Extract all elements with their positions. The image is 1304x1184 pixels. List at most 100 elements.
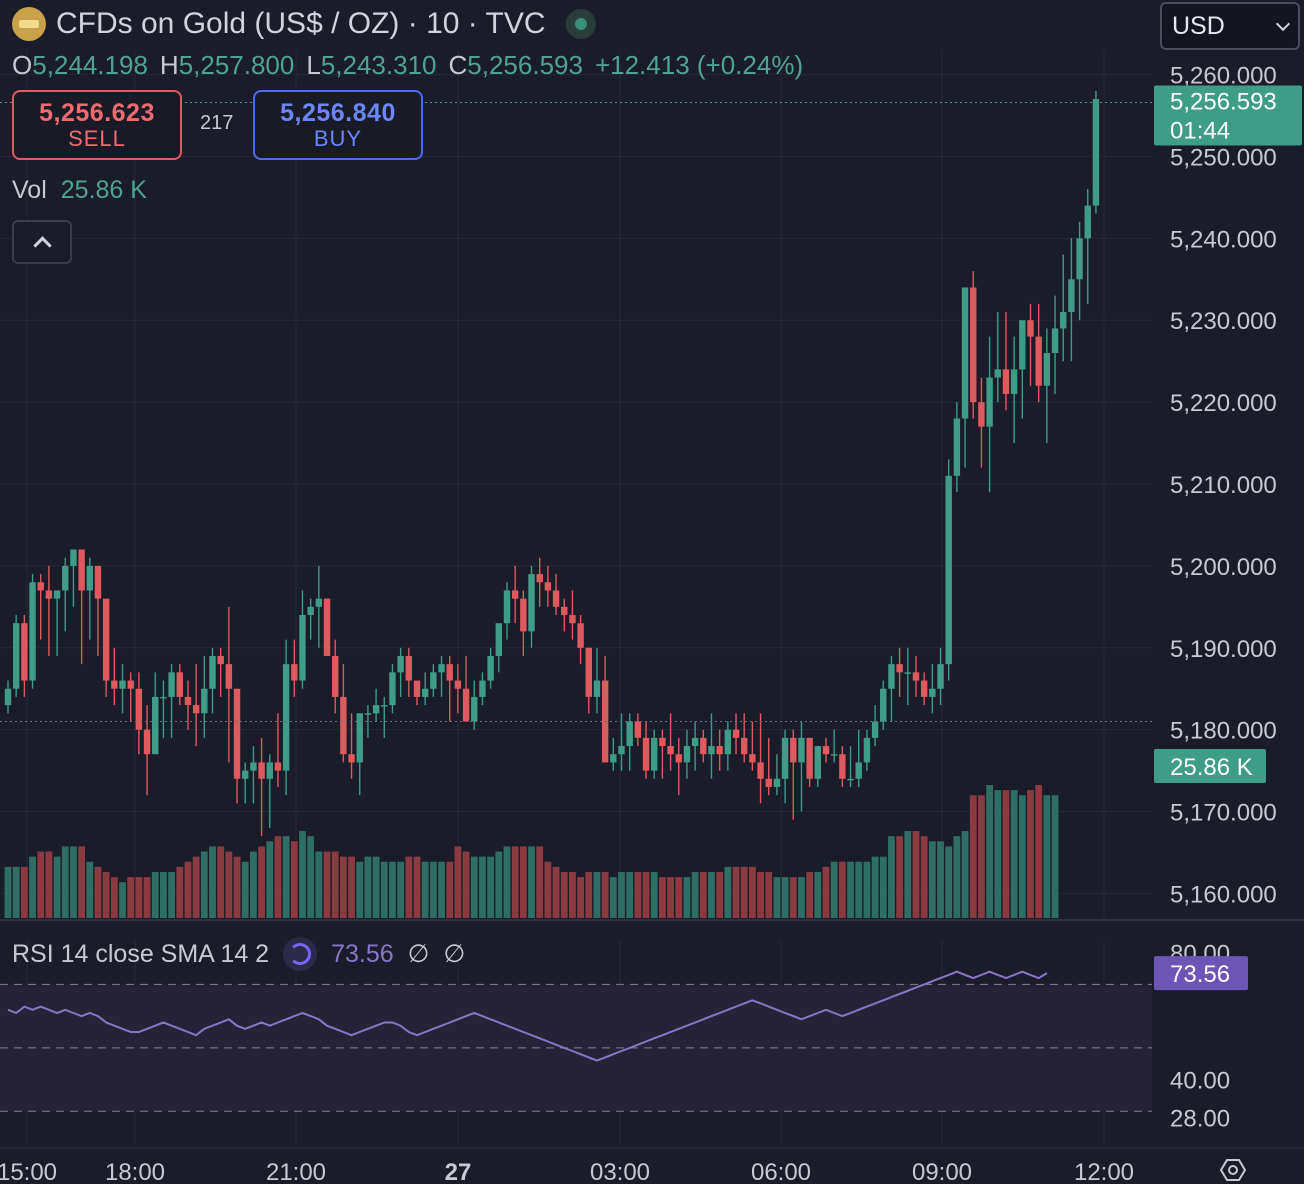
volume-bar: [781, 877, 789, 918]
candle-body: [855, 762, 862, 779]
candle-body: [520, 598, 527, 632]
candle-body: [994, 369, 1001, 378]
candle-body: [1035, 336, 1042, 386]
candle-body: [29, 582, 36, 681]
volume-bar: [667, 877, 674, 918]
market-status-icon[interactable]: [565, 9, 596, 39]
time-tick-label: 18:00: [105, 1159, 165, 1184]
candle-body: [315, 598, 323, 607]
volume-bar: [650, 871, 658, 918]
volume-bar: [634, 871, 642, 918]
candle-body: [217, 655, 224, 665]
last-price-label: 5,256.593: [1170, 88, 1277, 115]
volume-bar: [945, 846, 953, 918]
price-tick-label: 5,250.000: [1170, 144, 1277, 171]
candle-body: [12, 623, 20, 689]
volume-bar: [274, 836, 282, 918]
volume-bar: [110, 877, 118, 918]
candle-body: [356, 713, 363, 763]
candle-body: [634, 721, 642, 738]
candle-body: [1027, 320, 1034, 337]
volume-bar: [593, 871, 601, 918]
sell-label: SELL: [68, 125, 126, 151]
time-tick-label: 21:00: [266, 1159, 326, 1184]
volume-bar: [151, 871, 159, 918]
buy-button[interactable]: 5,256.840 BUY: [253, 90, 423, 160]
volume-bar: [503, 846, 511, 918]
volume-bar: [716, 871, 724, 918]
candle-body: [37, 582, 44, 591]
volume-bar: [37, 851, 45, 918]
volume-bar: [299, 831, 306, 918]
candle-body: [1068, 279, 1075, 313]
volume-bar: [585, 871, 593, 918]
candle-body: [961, 287, 969, 419]
volume-bar: [511, 846, 519, 918]
rsi-title[interactable]: RSI 14 close SMA 14 2: [12, 939, 270, 968]
candle-body: [421, 688, 429, 697]
volume-bar: [454, 846, 462, 918]
volume-bar: [536, 846, 544, 918]
collapse-legend-button[interactable]: [12, 220, 72, 264]
open-value: 5,244.198: [32, 50, 148, 80]
candle-body: [691, 737, 699, 747]
price-tick-label: 5,200.000: [1170, 554, 1277, 581]
candle-body: [741, 737, 748, 755]
candle-body: [790, 737, 797, 763]
sell-button[interactable]: 5,256.623 SELL: [12, 90, 182, 160]
rsi-band-value: ∅: [443, 940, 466, 968]
change-value: +12.413 (+0.24%): [594, 50, 804, 80]
candle-body: [45, 590, 53, 599]
volume-bar: [986, 785, 993, 918]
chart-header: CFDs on Gold (US$ / OZ) · 10 · TVC: [12, 4, 596, 44]
volume-bar: [577, 877, 584, 918]
candle-body: [127, 680, 134, 689]
volume-bar: [470, 856, 478, 918]
time-tick-label: 15:00: [0, 1159, 57, 1184]
candle-body: [86, 565, 93, 591]
rsi-legend: RSI 14 close SMA 14 2 73.56 ∅ ∅: [12, 936, 465, 972]
volume-bar: [904, 831, 912, 918]
volume-bar: [789, 877, 797, 918]
chevron-up-icon: [32, 235, 52, 255]
candle-body: [896, 664, 903, 673]
countdown-label: 01:44: [1170, 117, 1230, 144]
volume-bar: [618, 871, 625, 918]
volume-bar: [135, 877, 143, 918]
volume-bar: [896, 836, 904, 918]
price-tick-label: 5,220.000: [1170, 390, 1277, 417]
open-label: O: [12, 50, 33, 80]
volume-axis-box: [1154, 749, 1266, 783]
candle-body: [757, 762, 764, 779]
volume-bar: [233, 856, 241, 918]
time-tick-label: 03:00: [590, 1159, 650, 1184]
ohlc-legend: O5,244.198 H5,257.800 L5,243.310 C5,256.…: [12, 50, 803, 81]
candle-body: [528, 574, 535, 632]
candle-body: [225, 664, 233, 689]
volume-bar: [871, 856, 879, 918]
spread-value: 217: [200, 112, 234, 134]
candle-body: [569, 615, 576, 624]
sell-price: 5,256.623: [39, 99, 155, 128]
candle-body: [1076, 238, 1083, 280]
candle-body: [274, 762, 282, 771]
volume-bar: [748, 866, 756, 918]
candle-body: [593, 680, 601, 697]
price-tick-label: 5,170.000: [1170, 800, 1277, 827]
time-tick-label: 06:00: [751, 1159, 811, 1184]
candle-body: [863, 737, 871, 763]
refresh-icon[interactable]: [283, 937, 318, 971]
price-tick-label: 5,230.000: [1170, 308, 1277, 335]
chart-settings-icon[interactable]: [1220, 1158, 1246, 1182]
volume-bar: [372, 856, 380, 918]
currency-select[interactable]: USD: [1160, 2, 1300, 50]
candle-body: [552, 590, 560, 607]
candle-body: [708, 746, 715, 755]
volume-bar: [70, 846, 77, 918]
volume-bar: [822, 866, 830, 918]
symbol-title[interactable]: CFDs on Gold (US$ / OZ) · 10 · TVC: [56, 7, 546, 40]
volume-bar: [176, 866, 184, 918]
candle-body: [430, 672, 437, 689]
chevron-down-icon: [1275, 16, 1291, 32]
